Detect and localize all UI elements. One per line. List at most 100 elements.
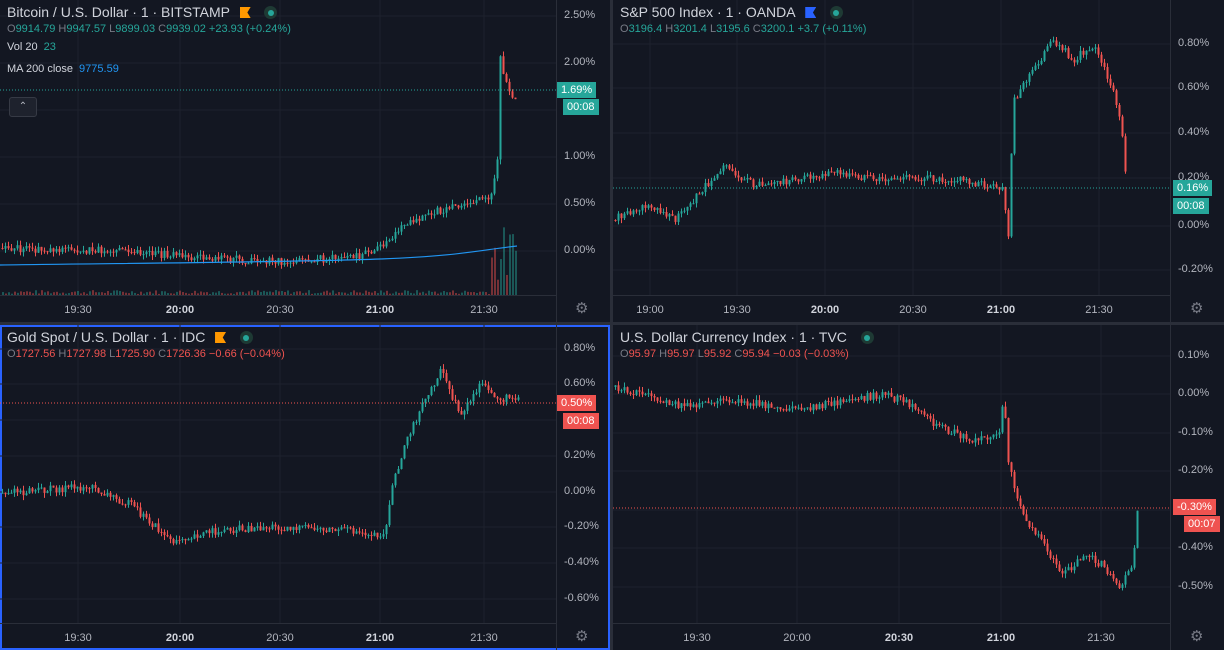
price-tick-label: 2.50% (564, 9, 596, 21)
volume-bar (398, 292, 400, 295)
pane-divider-vertical[interactable] (610, 0, 613, 650)
volume-bar (368, 291, 370, 295)
candle-body (226, 256, 229, 258)
candle-body (301, 525, 304, 527)
price-plot-dxy[interactable] (613, 325, 1224, 650)
volume-bar (416, 290, 418, 295)
candle-body (644, 393, 647, 395)
candle-body (767, 403, 770, 409)
price-tick-label: -0.20% (1178, 464, 1213, 476)
volume-bar (461, 292, 463, 295)
candle-body (439, 368, 442, 379)
candle-body (827, 400, 830, 402)
chart-pane-sp500[interactable]: S&P 500 Index · 1 · OANDA O3196.4 H3201.… (613, 0, 1224, 322)
price-plot-bitcoin[interactable] (0, 0, 610, 322)
candle-body (1034, 527, 1037, 535)
gear-icon[interactable]: ⚙ (575, 628, 589, 645)
candle-body (689, 403, 692, 407)
candle-body (43, 250, 46, 252)
volume-bar (338, 292, 340, 295)
candle-body (406, 224, 409, 226)
volume-bar (449, 292, 451, 295)
candle-body (247, 263, 250, 265)
candle-body (103, 251, 106, 254)
candle-body (121, 247, 124, 250)
candle-body (1085, 555, 1088, 557)
volume-bar (341, 292, 343, 295)
candle-body (626, 387, 629, 393)
chart-pane-gold[interactable]: Gold Spot / U.S. Dollar · 1 · IDC O1727.… (0, 325, 610, 650)
candle-body (478, 383, 481, 393)
volume-bar (134, 292, 136, 295)
candle-body (361, 254, 364, 259)
candle-body (76, 250, 79, 253)
volume-bar (443, 290, 445, 295)
chart-pane-bitcoin[interactable]: Bitcoin / U.S. Dollar · 1 · BITSTAMP O99… (0, 0, 610, 322)
study-volume[interactable]: Vol 20 23 (7, 41, 56, 53)
candle-body (454, 204, 457, 206)
candle-body (1103, 62, 1106, 67)
candle-body (701, 402, 704, 404)
volume-bar (434, 291, 436, 295)
candle-body (734, 402, 737, 404)
candle-body (46, 251, 49, 253)
candle-body (824, 400, 827, 409)
study-ma200[interactable]: MA 200 close 9775.59 (7, 63, 119, 75)
volume-bar (47, 291, 49, 295)
candle-body (34, 490, 37, 492)
collapse-legend-button[interactable]: ⌃ (9, 97, 37, 117)
candle-body (1118, 104, 1121, 117)
flag-icon[interactable] (215, 332, 227, 343)
candle-body (1046, 543, 1049, 552)
candle-body (247, 525, 250, 532)
gear-icon[interactable]: ⚙ (575, 300, 589, 317)
candle-body (1115, 578, 1118, 584)
gear-icon[interactable]: ⚙ (1190, 628, 1204, 645)
volume-bar (272, 292, 274, 295)
symbol-title[interactable]: S&P 500 Index · 1 · OANDA (620, 4, 796, 20)
candle-body (1064, 570, 1067, 574)
candle-body (1019, 498, 1022, 507)
symbol-title[interactable]: Gold Spot / U.S. Dollar · 1 · IDC (7, 329, 206, 345)
flag-icon[interactable] (239, 7, 251, 18)
candle-body (457, 205, 460, 208)
candle-body (908, 399, 911, 408)
flag-icon[interactable] (805, 7, 817, 18)
volume-bar (407, 290, 409, 295)
candle-body (343, 527, 346, 529)
candle-body (178, 253, 181, 256)
volume-bar (119, 291, 121, 295)
candle-body (989, 437, 992, 440)
price-tick-label: 0.00% (564, 244, 596, 256)
price-plot-gold[interactable] (0, 325, 610, 650)
gear-icon[interactable]: ⚙ (1190, 300, 1204, 317)
candle-body (46, 491, 49, 493)
candle-body (617, 385, 620, 391)
candle-body (1058, 564, 1061, 571)
candle-body (674, 215, 677, 222)
pane-divider-horizontal[interactable] (0, 322, 1224, 325)
candle-body (469, 401, 472, 403)
symbol-title[interactable]: U.S. Dollar Currency Index · 1 · TVC (620, 329, 847, 345)
time-tick-label: 21:30 (470, 632, 498, 644)
candle-body (454, 399, 457, 401)
candle-body (1043, 51, 1046, 61)
time-tick-label: 19:30 (64, 304, 92, 316)
candle-body (238, 525, 241, 531)
candle-body (974, 182, 977, 187)
price-plot-sp500[interactable] (613, 0, 1224, 322)
candle-body (436, 207, 439, 215)
candle-body (1058, 45, 1061, 47)
volume-bar (248, 291, 250, 295)
volume-bar (509, 234, 511, 295)
candle-body (457, 400, 460, 412)
chart-pane-dxy[interactable]: U.S. Dollar Currency Index · 1 · TVC O95… (613, 325, 1224, 650)
symbol-title[interactable]: Bitcoin / U.S. Dollar · 1 · BITSTAMP (7, 4, 231, 20)
price-tick-label: 0.40% (1178, 126, 1210, 138)
candle-body (115, 250, 118, 253)
candle-body (154, 523, 157, 527)
candle-body (698, 403, 701, 408)
volume-bar (446, 292, 448, 295)
candle-body (719, 171, 722, 175)
candle-body (256, 526, 259, 528)
